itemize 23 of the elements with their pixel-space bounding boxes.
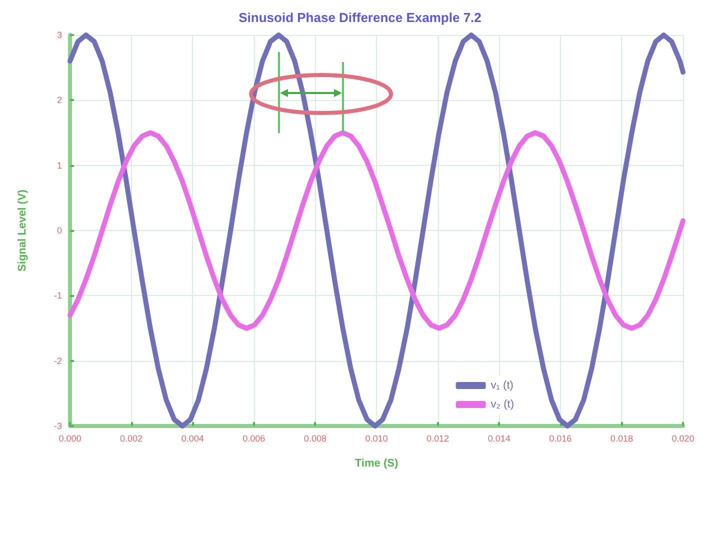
x-tick-label: 0.004: [181, 434, 204, 444]
y-tick-label: -1: [54, 290, 62, 301]
y-tick-label: 3: [56, 30, 62, 40]
x-axis-title: Time (S): [354, 458, 398, 470]
x-tick-label: 0.002: [120, 434, 143, 444]
x-tick-label: 0.012: [426, 434, 450, 444]
x-tick-label: 0.008: [304, 434, 326, 444]
y-tick-label: -3: [54, 421, 62, 431]
x-tick-label: 0.018: [610, 434, 633, 444]
y-axis-title: Signal Level (V): [16, 189, 28, 272]
chart-title: Sinusoid Phase Difference Example 7.2: [238, 10, 482, 25]
y-tick-label: 0: [56, 226, 62, 236]
legend-label: v₁ (t): [490, 380, 514, 392]
x-tick-label: 0.014: [488, 434, 510, 444]
y-tick-label: 2: [56, 95, 62, 106]
x-tick-label: 0.010: [365, 434, 388, 444]
y-tick-label: -2: [54, 356, 62, 366]
x-tick-label: 0.016: [549, 434, 572, 444]
x-tick-label: 0.006: [242, 434, 266, 444]
x-tick-label: 0.020: [672, 434, 694, 444]
y-tick-label: 1: [56, 160, 62, 170]
legend-label: v₂ (t): [490, 398, 514, 410]
x-tick-label: 0.000: [58, 434, 82, 444]
